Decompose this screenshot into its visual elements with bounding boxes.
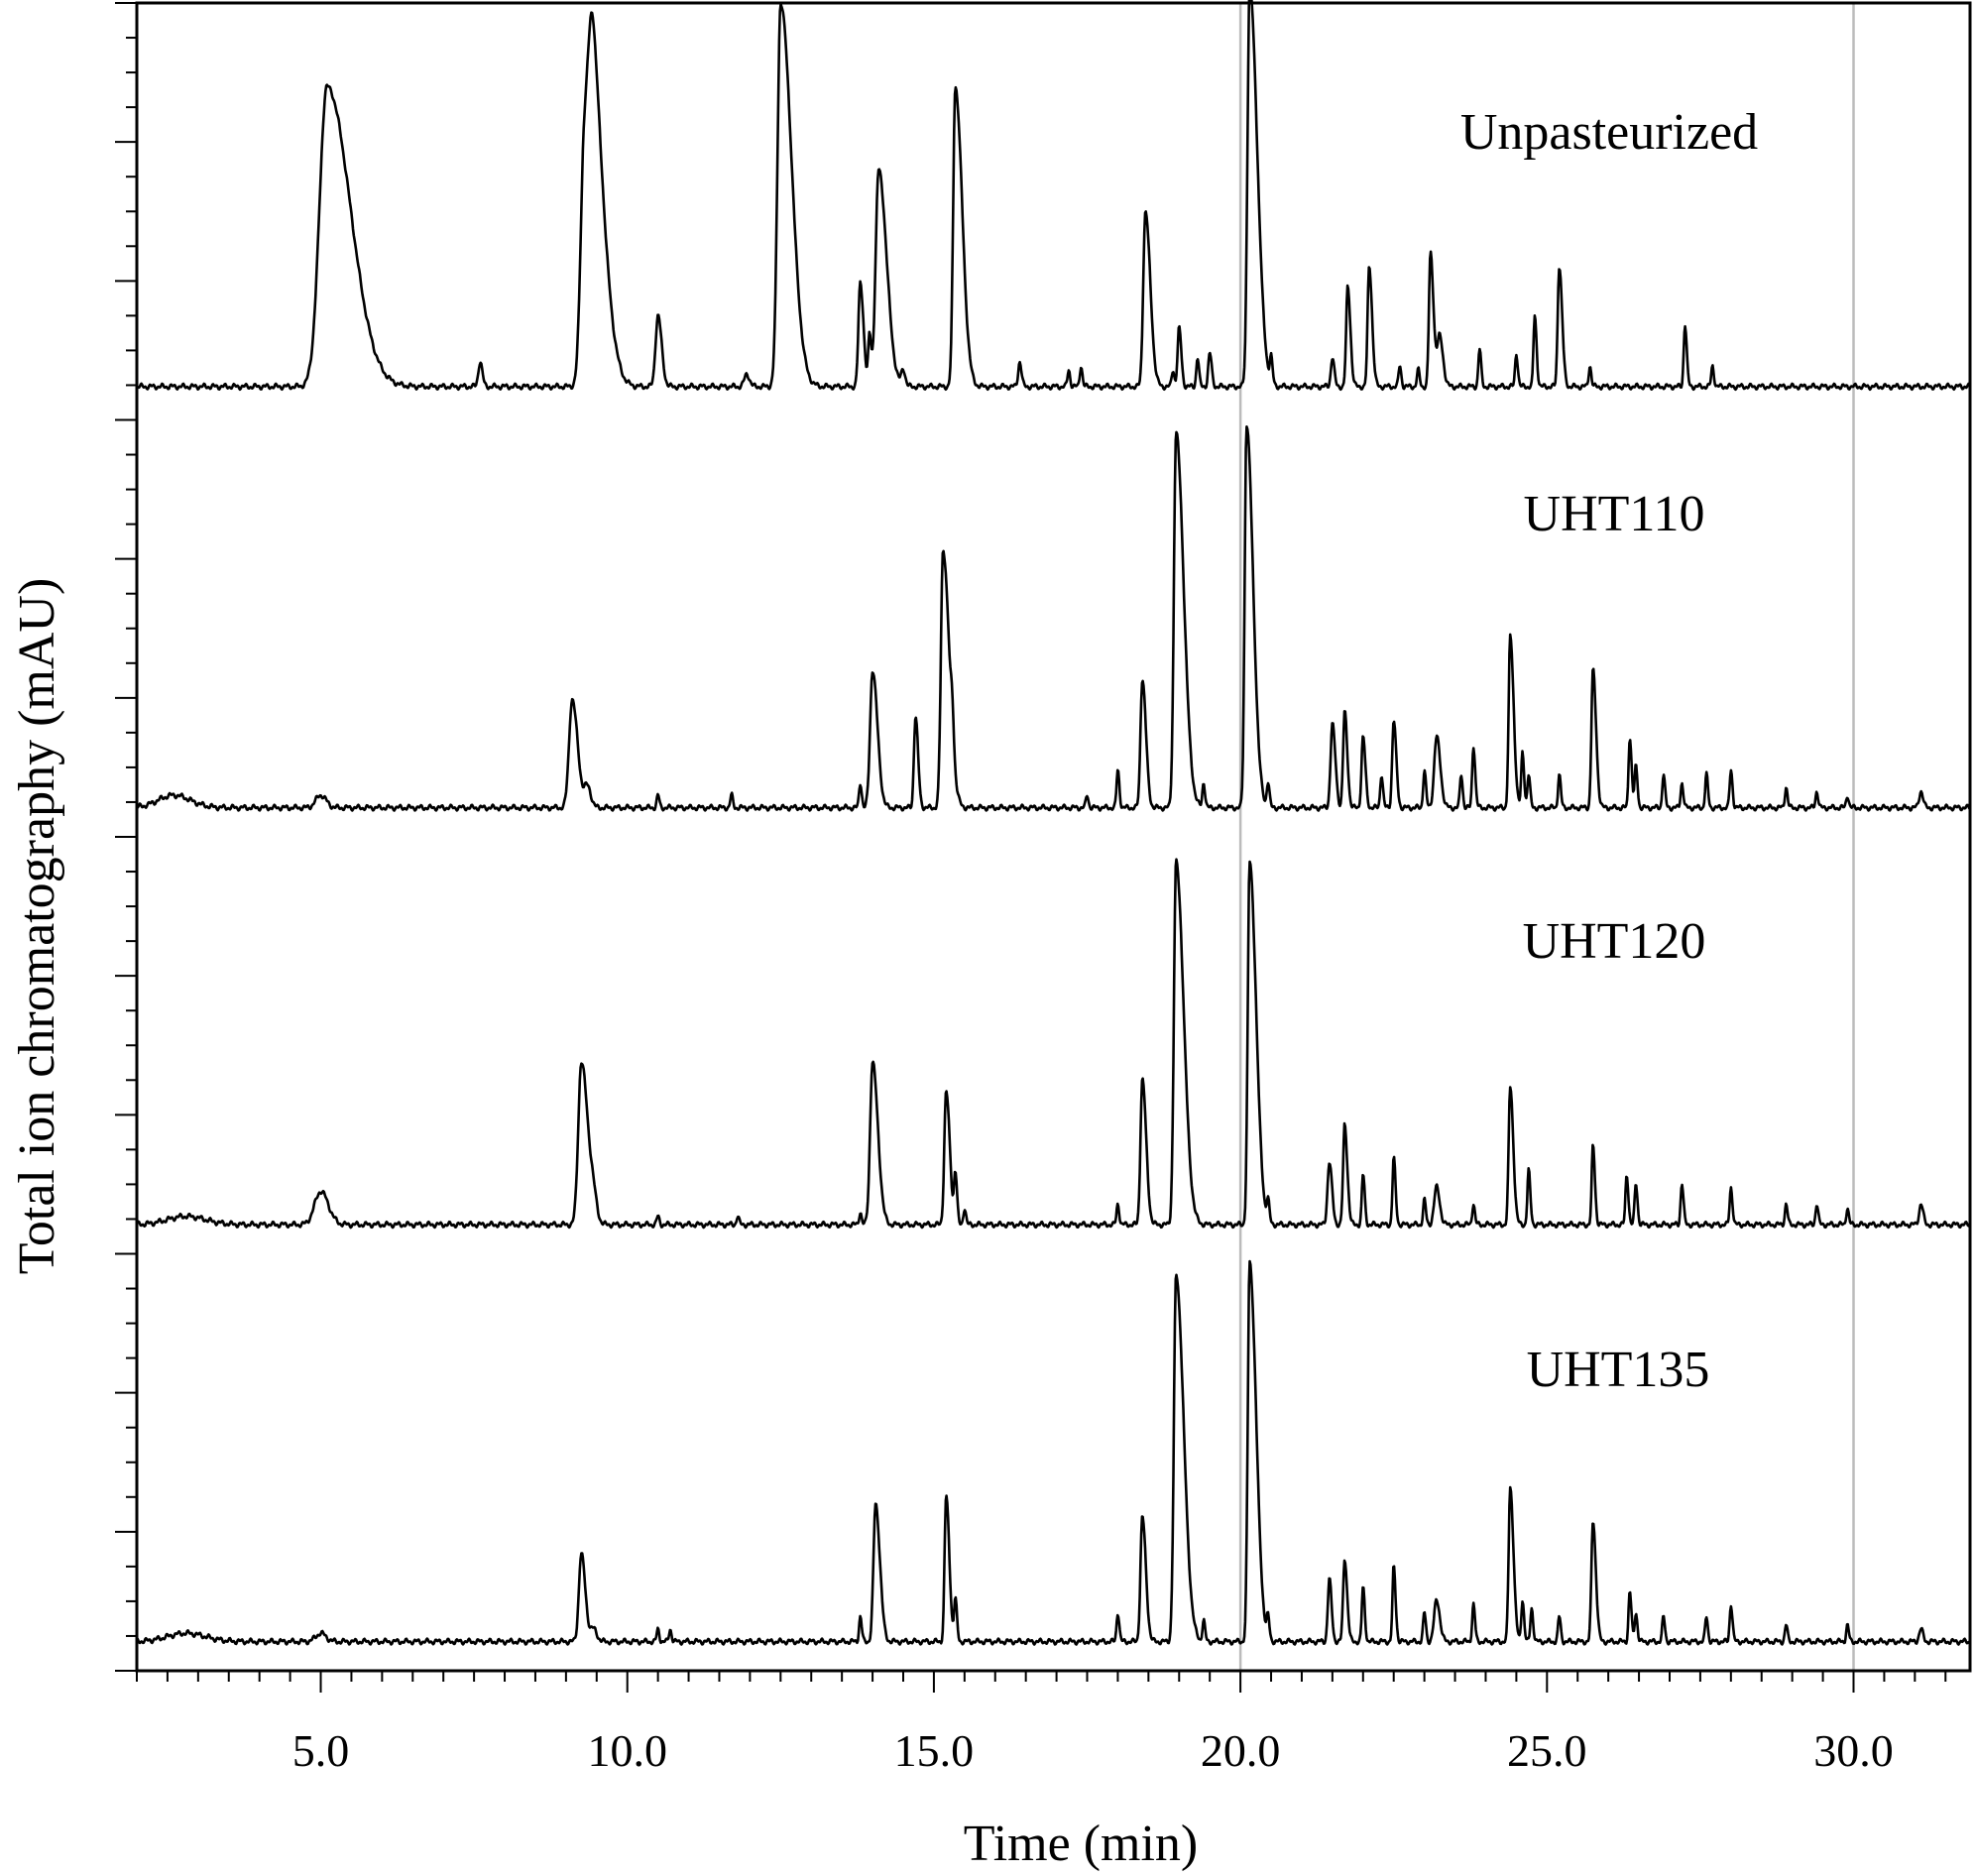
trace-uht110 bbox=[136, 425, 1971, 812]
x-tick-label: 30.0 bbox=[1813, 1725, 1894, 1776]
series-label-uht135: UHT135 bbox=[1527, 1342, 1710, 1398]
y-axis-title: Total ion chromatography (mAU) bbox=[9, 578, 65, 1275]
x-tick-label: 15.0 bbox=[894, 1725, 975, 1776]
x-tick-label: 10.0 bbox=[587, 1725, 667, 1776]
trace-unpasteurized bbox=[136, 0, 1972, 392]
x-axis-title: Time (min) bbox=[964, 1816, 1198, 1872]
series-label-unpasteurized: Unpasteurized bbox=[1460, 104, 1758, 161]
y-axis-ticks bbox=[115, 2, 137, 1672]
x-tick-label: 5.0 bbox=[292, 1725, 350, 1776]
x-tick-label: 25.0 bbox=[1507, 1725, 1587, 1776]
series-label-uht120: UHT120 bbox=[1523, 913, 1706, 970]
series-labels: Unpasteurized UHT110 UHT120 UHT135 bbox=[1460, 104, 1758, 1398]
reference-lines bbox=[1238, 3, 1855, 1671]
chromatogram-traces bbox=[135, 0, 1972, 1646]
plot-frame bbox=[135, 1, 1972, 1673]
series-label-uht110: UHT110 bbox=[1524, 486, 1705, 542]
trace-uht120 bbox=[135, 858, 1971, 1230]
trace-uht135 bbox=[136, 1259, 1972, 1646]
x-axis-ticks: 5.0 10.0 15.0 20.0 25.0 30.0 bbox=[136, 1671, 1947, 1776]
x-tick-label: 20.0 bbox=[1201, 1725, 1281, 1776]
